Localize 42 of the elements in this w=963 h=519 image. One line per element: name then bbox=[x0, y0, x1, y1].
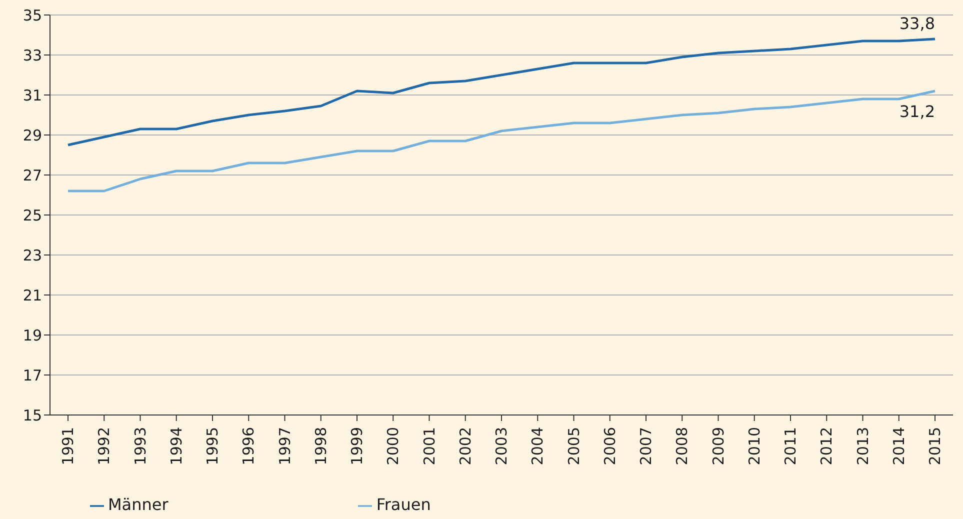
y-tick-label: 27 bbox=[22, 166, 42, 184]
x-tick-label: 2009 bbox=[709, 427, 728, 466]
x-tick-label: 1999 bbox=[348, 427, 366, 466]
y-tick-label: 25 bbox=[22, 206, 42, 224]
x-tick-label: 2012 bbox=[818, 427, 836, 466]
y-tick-label: 33 bbox=[22, 46, 42, 64]
x-tick-label: 2003 bbox=[492, 427, 510, 466]
legend-label: Männer bbox=[108, 495, 168, 514]
x-tick-label: 2008 bbox=[673, 427, 692, 466]
x-tick-label: 1992 bbox=[95, 427, 114, 466]
y-tick-label: 15 bbox=[22, 406, 42, 424]
x-tick-label: 1995 bbox=[204, 427, 222, 466]
x-tick-label: 1997 bbox=[276, 427, 294, 466]
line-series bbox=[66, 38, 936, 146]
data-label: 31,2 bbox=[899, 102, 935, 121]
x-tick-label: 2002 bbox=[456, 427, 474, 466]
y-tick-label: 17 bbox=[22, 366, 42, 384]
x-tick-label: 1991 bbox=[59, 427, 77, 466]
x-tick-label: 2014 bbox=[890, 427, 908, 466]
y-tick-label: 23 bbox=[22, 246, 42, 264]
x-tick-label: 2013 bbox=[854, 427, 872, 466]
x-tick-label: 2006 bbox=[600, 427, 619, 466]
y-tick-label: 35 bbox=[22, 6, 42, 24]
y-tick-label: 19 bbox=[22, 326, 42, 344]
x-tick-label: 2007 bbox=[637, 427, 655, 466]
x-tick-label: 1994 bbox=[167, 427, 186, 466]
x-tick-label: 2011 bbox=[782, 427, 800, 466]
x-tick-label: 1996 bbox=[240, 427, 258, 466]
y-tick-label: 21 bbox=[22, 286, 42, 304]
y-tick-label: 29 bbox=[22, 126, 42, 144]
y-tick-label: 31 bbox=[22, 86, 42, 104]
x-tick-label: 2010 bbox=[745, 427, 764, 466]
x-tick-label: 2000 bbox=[384, 427, 402, 466]
legend-label: Frauen bbox=[376, 495, 431, 514]
line-series bbox=[66, 90, 936, 192]
x-tick-label: 2005 bbox=[564, 427, 583, 466]
x-tick-label: 2004 bbox=[528, 427, 547, 466]
x-tick-label: 2015 bbox=[926, 427, 944, 466]
x-tick-label: 1993 bbox=[131, 427, 150, 466]
x-tick-label: 1998 bbox=[312, 427, 330, 466]
x-tick-label: 2001 bbox=[420, 427, 438, 466]
data-label: 33,8 bbox=[899, 14, 935, 33]
